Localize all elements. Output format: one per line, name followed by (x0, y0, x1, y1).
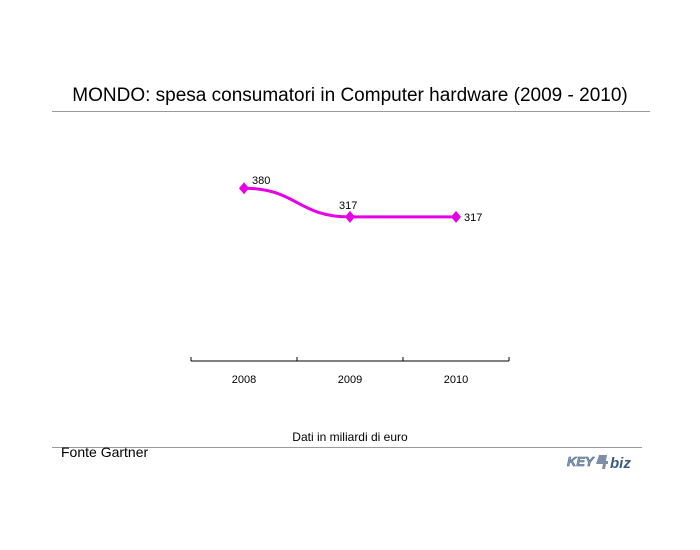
footer-divider (52, 447, 642, 448)
logo-four-glyph (596, 455, 608, 469)
logo-biz-text: biz (610, 455, 631, 472)
x-tick-label: 2008 (232, 374, 256, 386)
data-point-marker (239, 182, 249, 195)
data-label: 317 (339, 200, 357, 212)
logo-key-text: KEY (567, 454, 595, 469)
units-note: Dati in miliardi di euro (292, 430, 408, 444)
data-point-marker (345, 210, 355, 223)
key4biz-logo: KEY biz (567, 454, 632, 472)
x-tick-label: 2010 (444, 374, 468, 386)
data-point-marker (451, 210, 461, 223)
data-label: 380 (252, 175, 270, 187)
source-label: Fonte Gartner (61, 444, 149, 460)
chart-title: MONDO: spesa consumatori in Computer har… (72, 85, 628, 106)
data-label: 317 (464, 212, 482, 224)
title-divider (52, 111, 650, 112)
x-tick-label: 2009 (338, 374, 362, 386)
